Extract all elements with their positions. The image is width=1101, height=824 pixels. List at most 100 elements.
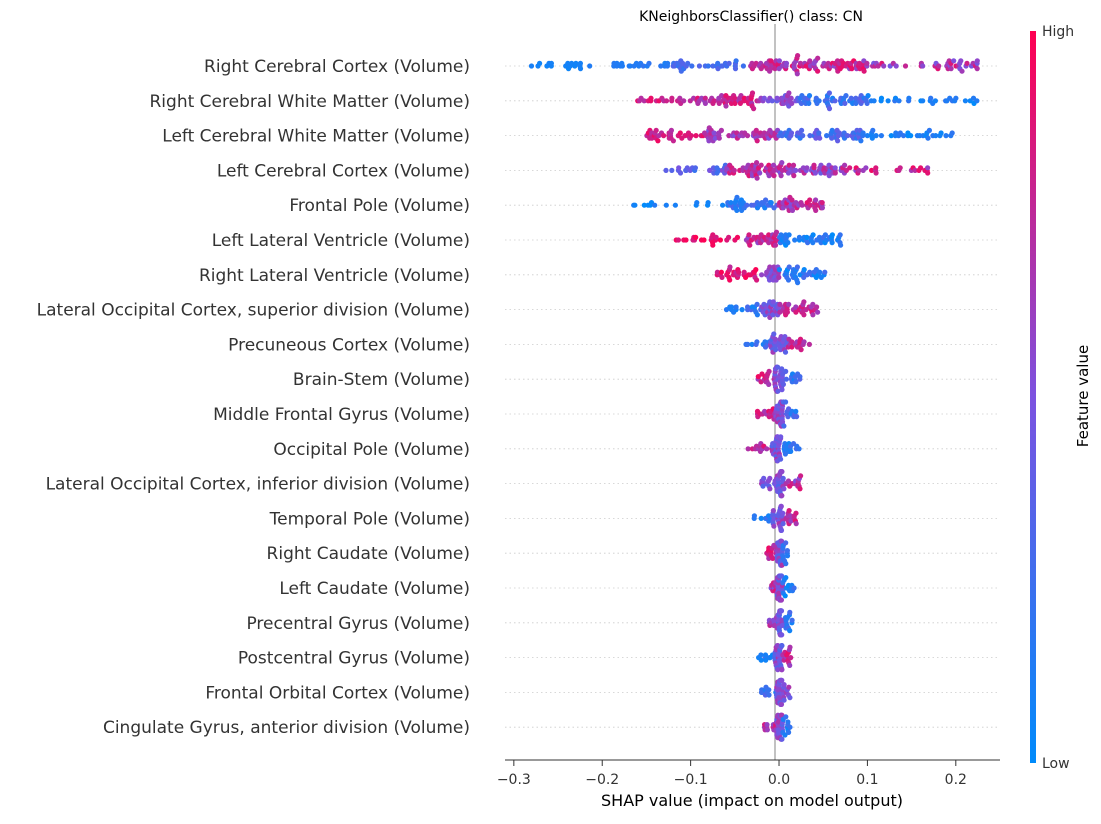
shap-point: [783, 561, 789, 567]
shap-point: [761, 475, 767, 481]
shap-point: [807, 58, 813, 64]
shap-point: [816, 130, 822, 136]
shap-point: [741, 269, 747, 275]
shap-point: [778, 527, 785, 534]
shap-point: [710, 242, 716, 248]
shap-point: [711, 98, 717, 104]
shap-point: [786, 508, 792, 514]
shap-point: [787, 644, 793, 650]
shap-point: [763, 657, 769, 663]
shap-point: [787, 609, 793, 616]
shap-point: [873, 133, 879, 139]
shap-point: [677, 170, 684, 176]
feature-label: Postcentral Gyrus (Volume): [238, 649, 470, 669]
shap-point: [918, 165, 924, 171]
shap-point: [689, 63, 695, 69]
shap-point: [749, 90, 756, 96]
shap-point: [832, 170, 838, 176]
shap-point: [716, 135, 722, 141]
shap-point: [814, 304, 820, 310]
shap-point: [787, 628, 793, 634]
shap-point: [807, 133, 813, 139]
shap-point: [783, 575, 789, 581]
shap-point: [810, 240, 816, 246]
shap-point: [816, 98, 822, 104]
shap-point: [731, 167, 737, 173]
shap-point: [787, 662, 793, 669]
shap-point: [766, 381, 772, 387]
feature-label: Temporal Pole (Volume): [269, 509, 470, 529]
shap-point: [758, 162, 764, 168]
shap-point: [799, 202, 805, 208]
shap-point: [788, 130, 795, 136]
x-tick-label: −0.2: [585, 772, 619, 788]
shap-point: [789, 617, 795, 623]
feature-label: Precuneous Cortex (Volume): [228, 335, 470, 355]
shap-point: [770, 555, 776, 562]
shap-point: [757, 170, 763, 176]
shap-point: [770, 162, 777, 168]
shap-point: [753, 267, 759, 273]
shap-point: [705, 200, 711, 206]
shap-point: [718, 269, 725, 275]
shap-point: [801, 339, 807, 345]
shap-point: [778, 608, 785, 614]
shap-point: [801, 312, 807, 318]
shap-point: [786, 264, 792, 270]
shap-point: [817, 135, 823, 141]
shap-point: [720, 202, 726, 208]
shap-point: [815, 68, 821, 74]
shap-point: [646, 60, 652, 66]
x-axis-label: SHAP value (impact on model output): [601, 791, 903, 810]
shap-point: [932, 98, 939, 104]
feature-label: Precentral Gyrus (Volume): [246, 614, 470, 634]
shap-point: [951, 58, 957, 64]
shap-point: [805, 240, 811, 246]
shap-point: [793, 309, 799, 315]
shap-point: [747, 242, 753, 248]
shap-point: [692, 165, 699, 171]
shap-point: [672, 202, 679, 208]
shap-point: [779, 736, 785, 742]
shap-point: [819, 200, 825, 206]
shap-point: [794, 71, 800, 77]
shap-point: [740, 63, 747, 69]
shap-point: [807, 202, 814, 208]
colorbar-high-label: High: [1042, 24, 1074, 40]
shap-point: [786, 301, 792, 307]
shap-point: [795, 53, 801, 59]
shap-point: [781, 682, 787, 688]
x-tick-label: 0.0: [768, 772, 790, 788]
shap-point: [801, 267, 807, 273]
shap-point: [799, 127, 805, 133]
shap-point: [675, 237, 682, 243]
shap-point: [745, 341, 751, 347]
shap-point: [573, 60, 579, 66]
shap-point: [793, 521, 799, 527]
shap-point: [766, 692, 772, 698]
shap-point: [964, 60, 970, 66]
shap-point: [782, 349, 789, 355]
shap-point: [783, 714, 789, 720]
shap-point: [789, 100, 795, 106]
shap-point: [723, 103, 729, 109]
shap-point: [824, 133, 830, 139]
shap-point: [836, 130, 843, 136]
shap-point: [804, 234, 810, 240]
shap-point: [813, 197, 819, 203]
shap-point: [766, 368, 772, 374]
shap-point: [733, 304, 739, 310]
shap-point: [804, 165, 810, 171]
shap-point: [779, 469, 785, 475]
shap-point: [873, 170, 879, 176]
shap-point: [786, 90, 792, 96]
shap-point: [779, 667, 785, 673]
shap-point: [793, 167, 799, 173]
shap-point: [767, 475, 773, 481]
shap-point: [773, 347, 779, 353]
shap-point: [778, 173, 784, 179]
shap-point: [849, 66, 855, 72]
shap-point: [627, 63, 633, 69]
chart-title: KNeighborsClassifier() class: CN: [639, 9, 863, 25]
shap-point: [792, 237, 798, 243]
